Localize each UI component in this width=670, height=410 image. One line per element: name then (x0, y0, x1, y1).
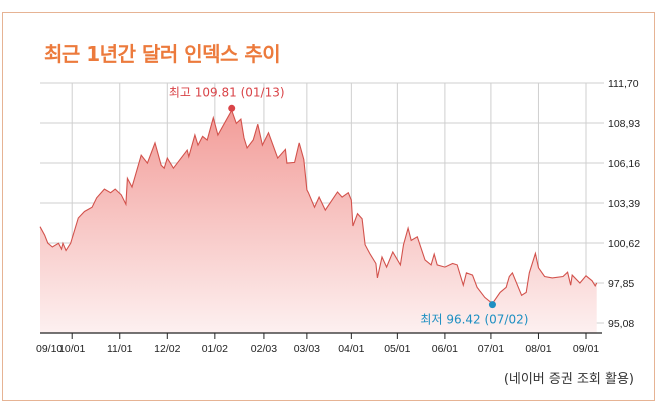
chart-card (2, 12, 655, 401)
low-point-marker (488, 301, 496, 309)
area-fill (40, 110, 597, 333)
chart-title: 최근 1년간 달러 인덱스 추이 (44, 42, 281, 66)
x-tick-label: 12/02 (154, 343, 180, 355)
x-tick-label: 09/10 (36, 343, 62, 355)
x-tick-label: 09/01 (573, 343, 599, 355)
source-note: (네이버 증권 조회 활용) (503, 372, 634, 387)
y-tick-label: 108,93 (608, 118, 640, 130)
low-annotation: 최저 96.42 (07/02) (420, 313, 528, 327)
x-tick-label: 01/02 (202, 343, 228, 355)
x-tick-label: 04/01 (338, 343, 364, 355)
x-tick-label: 08/01 (525, 343, 551, 355)
y-tick-label: 106,16 (608, 158, 640, 170)
x-tick-label: 05/01 (384, 343, 410, 355)
y-tick-label: 95,08 (608, 318, 634, 330)
y-tick-label: 100,62 (608, 238, 640, 250)
x-tick-label: 10/01 (59, 343, 85, 355)
x-tick-label: 02/03 (251, 343, 277, 355)
series-line (39, 108, 598, 305)
y-tick-label: 97,85 (608, 278, 634, 290)
x-tick-label: 07/01 (478, 343, 504, 355)
x-tick-label: 03/03 (294, 343, 320, 355)
high-point-marker (228, 104, 236, 112)
y-tick-label: 111,70 (608, 78, 639, 90)
y-axis: 111,70 108,93 106,16 103,39 100,62 97,85 95,08 (608, 78, 640, 330)
x-tick-label: 11/01 (107, 343, 133, 355)
x-tick-label: 06/01 (432, 343, 458, 355)
high-annotation: 최고 109.81 (01/13) (169, 85, 285, 99)
y-tick-label: 103,39 (608, 198, 640, 210)
